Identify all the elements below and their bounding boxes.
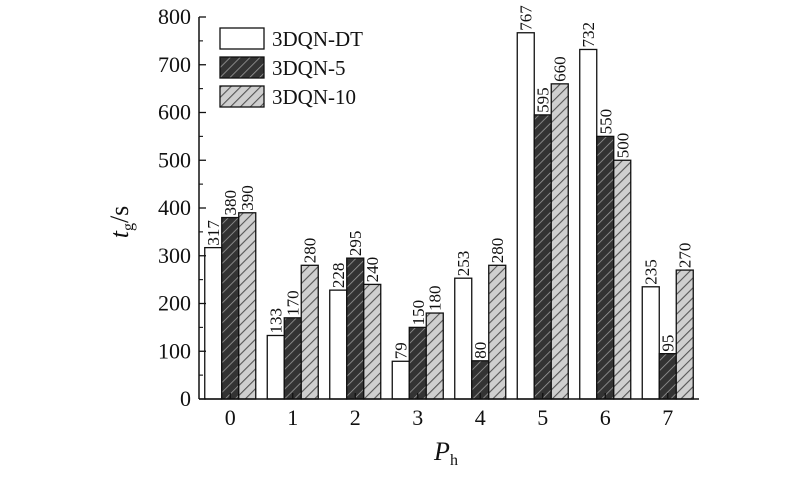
bar: [266, 334, 285, 400]
y-tick-label: 200: [158, 291, 191, 316]
bar: [550, 83, 569, 400]
x-tick-label: 2: [350, 405, 361, 430]
y-axis-title-sub: g: [120, 223, 137, 231]
data-label: 660: [551, 56, 570, 82]
x-tick-label: 3: [412, 405, 423, 430]
y-tick-label: 300: [158, 243, 191, 268]
bar: [238, 212, 257, 400]
x-tick-label: 5: [537, 405, 548, 430]
data-label: 180: [426, 286, 445, 312]
y-axis-title-main: t: [105, 230, 134, 238]
legend: 3DQN-DT 3DQN-5 3DQN-10: [219, 27, 363, 109]
bar: [329, 289, 348, 400]
bar: [675, 269, 694, 400]
bar: [283, 317, 302, 400]
data-label: 732: [579, 22, 598, 48]
bar: [408, 326, 427, 400]
data-label: 240: [363, 257, 382, 283]
bar: [579, 48, 598, 400]
data-label: 170: [284, 290, 303, 316]
data-label: 550: [596, 109, 615, 135]
data-label: 280: [488, 238, 507, 264]
data-label: 253: [454, 251, 473, 277]
bar: [488, 264, 507, 400]
legend-swatch: [219, 56, 265, 79]
bar: [391, 360, 410, 400]
bar: [425, 312, 444, 400]
data-label: 228: [329, 263, 348, 289]
legend-swatch: [219, 27, 265, 50]
data-label: 380: [221, 190, 240, 216]
bar: [346, 257, 365, 400]
bar: [658, 352, 677, 400]
data-label: 595: [534, 87, 553, 113]
data-label: 500: [613, 133, 632, 159]
data-label: 235: [642, 259, 661, 285]
bar: [613, 159, 632, 400]
data-label: 80: [471, 342, 490, 359]
x-axis-title-sub: h: [450, 452, 458, 469]
x-tick-label: 7: [662, 405, 673, 430]
data-label: 133: [267, 308, 286, 334]
x-tick-label: 0: [225, 405, 236, 430]
bar: [596, 135, 615, 400]
bar: [533, 114, 552, 400]
x-axis-title-main: P: [433, 437, 450, 466]
data-label: 295: [346, 231, 365, 257]
data-label: 317: [204, 220, 223, 246]
x-tick-label: 6: [600, 405, 611, 430]
data-label: 95: [659, 335, 678, 352]
legend-label: 3DQN-5: [272, 56, 346, 80]
bars-layer: [204, 32, 694, 400]
axes-layer: 0 1 2 3 4 5 6 7 0 100 200 300 400 500 600 700 800: [158, 4, 699, 430]
legend-swatch: [219, 85, 265, 108]
y-tick-label: 800: [158, 4, 191, 29]
y-tick-label: 500: [158, 147, 191, 172]
data-label: 767: [517, 5, 536, 31]
x-axis-title: Ph: [433, 437, 458, 469]
y-tick-label: 400: [158, 195, 191, 220]
x-tick-label: 4: [475, 405, 486, 430]
data-label: 390: [238, 185, 257, 211]
y-axis-title-unit: /s: [105, 206, 134, 223]
bar: [204, 246, 223, 400]
y-tick-label: 700: [158, 52, 191, 77]
data-label: 280: [301, 238, 320, 264]
bar: [641, 286, 660, 400]
legend-label: 3DQN-DT: [272, 27, 363, 51]
x-tick-label: 1: [287, 405, 298, 430]
bar: [221, 216, 240, 400]
y-tick-label: 0: [180, 386, 191, 411]
legend-label: 3DQN-10: [272, 85, 356, 109]
bar: [516, 32, 535, 400]
data-label: 79: [392, 342, 411, 359]
y-tick-label: 600: [158, 100, 191, 125]
y-tick-label: 100: [158, 338, 191, 363]
data-label: 270: [676, 243, 695, 269]
y-axis-title: tg/s: [105, 206, 137, 239]
bar: [363, 283, 382, 400]
bar: [300, 264, 319, 400]
data-label: 150: [409, 300, 428, 326]
bar: [454, 277, 473, 400]
